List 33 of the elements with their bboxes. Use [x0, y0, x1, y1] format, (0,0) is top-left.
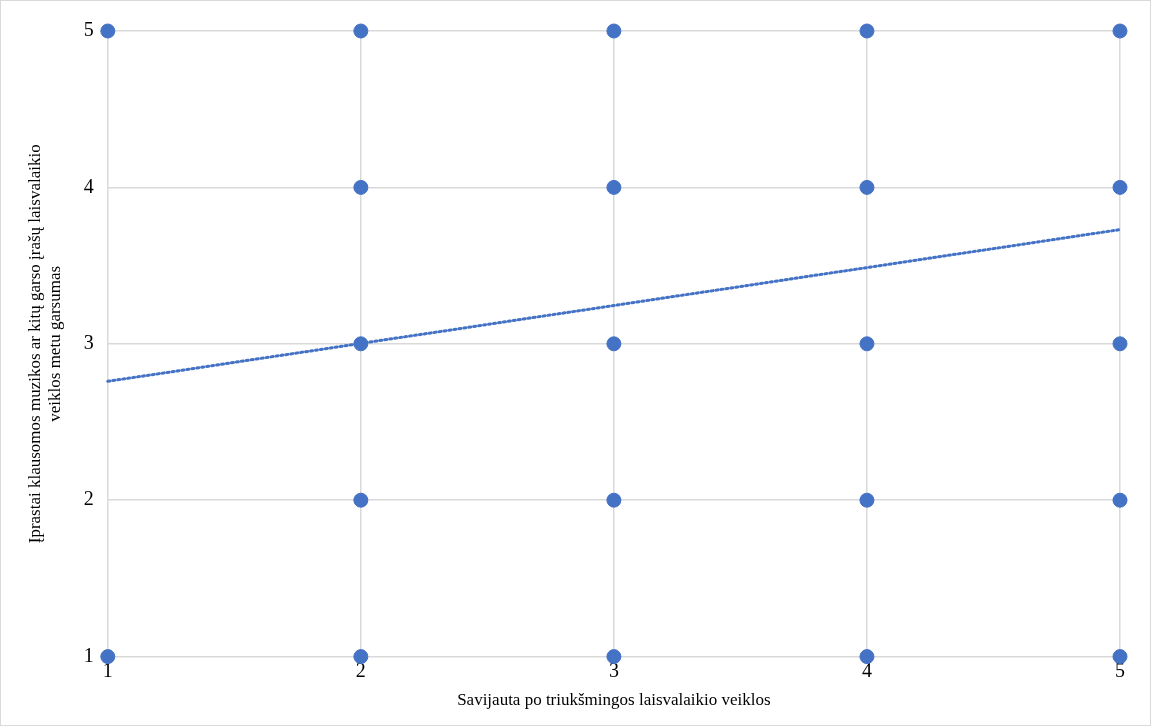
- point: [859, 336, 875, 352]
- point: [1112, 23, 1128, 39]
- y-tick-label: 2: [83, 487, 94, 510]
- point: [606, 23, 622, 39]
- point: [100, 23, 116, 39]
- point: [353, 492, 369, 508]
- x-tick-label: 4: [861, 658, 872, 681]
- x-axis-title: Savijauta po triukšmingos laisvalaikio veiklos: [457, 690, 771, 710]
- point: [606, 492, 622, 508]
- point: [353, 179, 369, 195]
- point: [606, 649, 622, 665]
- y-tick-label: 1: [83, 643, 94, 666]
- point: [1112, 492, 1128, 508]
- point: [606, 336, 622, 352]
- point: [859, 179, 875, 195]
- y-tick-label: 3: [83, 331, 94, 354]
- point: [859, 23, 875, 39]
- x-tick-label: 3: [608, 658, 619, 681]
- point: [859, 649, 875, 665]
- y-tick-label: 5: [83, 18, 94, 41]
- point: [1112, 649, 1128, 665]
- x-tick-label: 1: [102, 658, 113, 681]
- y-axis-title: Įprastai klausomos muzikos ar kitų garso įrašų laisvalaikio veiklos metu garsumas: [24, 144, 65, 544]
- x-tick-label: 2: [355, 658, 366, 681]
- point: [353, 336, 369, 352]
- point: [1112, 179, 1128, 195]
- point: [606, 179, 622, 195]
- point: [1112, 336, 1128, 352]
- point: [353, 23, 369, 39]
- point: [100, 649, 116, 665]
- point: [353, 649, 369, 665]
- point: [859, 492, 875, 508]
- y-tick-label: 4: [83, 174, 94, 197]
